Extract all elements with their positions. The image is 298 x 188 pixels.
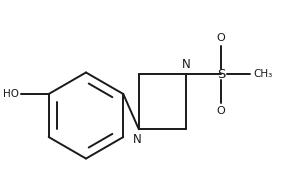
Text: N: N	[133, 133, 142, 146]
Text: CH₃: CH₃	[254, 69, 273, 80]
Text: O: O	[217, 33, 225, 43]
Text: N: N	[181, 58, 190, 71]
Text: S: S	[217, 68, 225, 81]
Text: HO: HO	[3, 89, 19, 99]
Text: O: O	[217, 106, 225, 116]
